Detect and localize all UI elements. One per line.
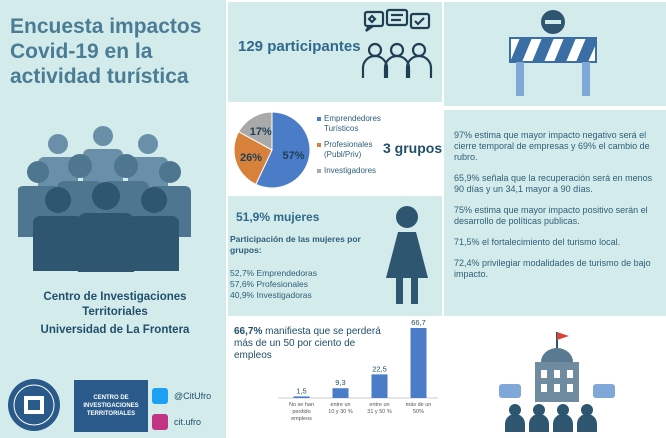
employment-bar-chart: 1,5 No se han perdido empleos 9,3 entre un 10 … (278, 318, 438, 422)
stat-item: 72,4% privilegiar modalidades de turismo… (454, 258, 651, 279)
stats-list: 97% estima que mayor impacto negativo se… (454, 130, 662, 290)
groups-pie-chart: 57% 26% 17% (233, 111, 311, 189)
survey-people-icon (361, 8, 433, 78)
bar-category-label: entre un 31 y 50 % (367, 402, 392, 415)
bar-category-label: entre un 10 y 30 % (328, 402, 353, 415)
pie-slice-label: 26% (240, 152, 262, 164)
pie-legend: Emprendedores Turísticos Profesionales (… (317, 114, 389, 182)
bar-value-label: 66,7 (411, 318, 426, 327)
stats-panel (444, 110, 666, 316)
employment-loss-text: 66,7% manifiesta que se perderá más de u… (234, 326, 394, 362)
legend-label: Investigadores (324, 166, 377, 175)
stat-item: 65,9% señala que la recuperación será en… (454, 173, 653, 194)
bar-category-label: No se han perdido empleos (289, 402, 314, 422)
twitter-icon (152, 388, 168, 404)
legend-item-profesionales: Profesionales (Publ/Priv) (317, 140, 389, 160)
stat-item: 71,5% el fortalecimiento del turismo loc… (454, 237, 621, 247)
women-item: 57,6% Profesionales (230, 279, 308, 289)
stat-item: 75% estima que mayor impacto positivo se… (454, 205, 648, 226)
org-name: Centro de Investigaciones Territoriales (43, 291, 187, 318)
stat-item: 97% estima que mayor impacto negativo se… (454, 130, 650, 162)
legend-swatch (317, 169, 321, 173)
legend-label: Profesionales (Publ/Priv) (324, 140, 373, 159)
bar-value-label: 22,5 (372, 364, 387, 373)
bar-value-label: 1,5 (296, 386, 306, 395)
groups-count: 3 grupos (383, 140, 443, 156)
road-barrier-icon (509, 10, 597, 96)
bar (410, 328, 427, 398)
pie-slice (238, 111, 273, 151)
women-item: 52,7% Emprendedoras (230, 268, 317, 278)
instagram-icon (152, 414, 168, 430)
bar-value-label: 9,3 (335, 378, 345, 387)
twitter-handle: @CitUfro (174, 391, 212, 401)
loss-text: manifiesta que se perderá más de un 50 p… (234, 326, 381, 361)
women-item: 40,9% Investigadoras (230, 290, 312, 300)
bar (332, 388, 349, 398)
bar (371, 374, 388, 398)
university-seal-logo (8, 379, 60, 431)
cit-logo: CENTRO DE INVESTIGACIONES TERRITORIALES (74, 380, 148, 432)
pie-slice-label: 57% (282, 150, 304, 162)
legend-item-investigadores: Investigadores (317, 166, 389, 176)
women-subtitle: Participación de las mujeres por grupos: (230, 234, 361, 255)
bar-category-label: más de un 50% (406, 402, 432, 415)
instagram-link[interactable]: cit.ufro (152, 414, 201, 430)
pie-slice (255, 111, 311, 189)
page-title: Encuesta impactos Covid-19 en la activid… (10, 15, 202, 88)
women-list: 52,7% Emprendedoras 57,6% Profesionales … (230, 268, 317, 301)
bar (293, 396, 310, 398)
participants-count: 129 participantes (238, 38, 361, 55)
instagram-handle: cit.ufro (174, 417, 202, 427)
pie-slice-label: 17% (250, 126, 272, 138)
legend-swatch (317, 143, 321, 147)
loss-pct: 66,7% (234, 326, 263, 337)
legend-label: Emprendedores Turísticos (324, 114, 381, 133)
town-hall-meeting-icon (499, 332, 615, 432)
twitter-link[interactable]: @CitUfro (152, 388, 211, 404)
people-group-icon (18, 126, 191, 272)
woman-icon (386, 206, 428, 304)
university-name: Universidad de La Frontera (40, 324, 190, 336)
legend-swatch (317, 117, 321, 121)
women-percentage: 51,9% mujeres (236, 210, 320, 224)
legend-item-emprendedores: Emprendedores Turísticos (317, 114, 389, 134)
